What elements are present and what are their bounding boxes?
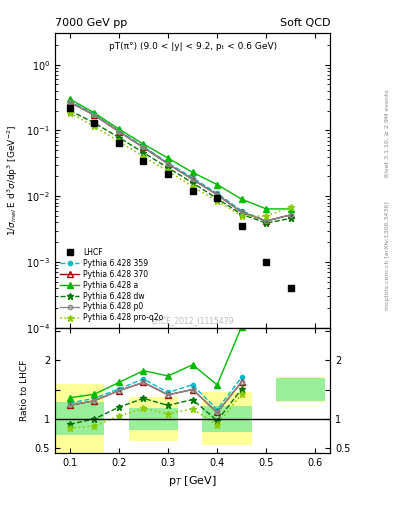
Pythia 6.428 370 bbox=[288, 212, 293, 218]
Pythia 6.428 370 bbox=[141, 144, 146, 151]
Text: Rivet 3.1.10, ≥ 2.9M events: Rivet 3.1.10, ≥ 2.9M events bbox=[385, 89, 390, 177]
Pythia 6.428 359 bbox=[92, 111, 97, 117]
LHCF bbox=[116, 140, 121, 146]
Pythia 6.428 pro-q2o bbox=[92, 123, 97, 130]
Text: Soft QCD: Soft QCD bbox=[280, 18, 330, 28]
Pythia 6.428 dw bbox=[215, 196, 219, 202]
Pythia 6.428 370 bbox=[116, 129, 121, 135]
Pythia 6.428 pro-q2o bbox=[239, 213, 244, 219]
X-axis label: p$_{T}$ [GeV]: p$_{T}$ [GeV] bbox=[168, 474, 217, 487]
Text: 7000 GeV pp: 7000 GeV pp bbox=[55, 18, 127, 28]
Pythia 6.428 359 bbox=[68, 98, 72, 104]
Pythia 6.428 370 bbox=[92, 112, 97, 118]
LHCF bbox=[190, 188, 195, 194]
Pythia 6.428 359 bbox=[288, 212, 293, 218]
Pythia 6.428 p0 bbox=[288, 212, 293, 218]
Pythia 6.428 a bbox=[141, 141, 146, 147]
Pythia 6.428 a bbox=[92, 110, 97, 116]
Line: Pythia 6.428 359: Pythia 6.428 359 bbox=[68, 99, 293, 223]
Pythia 6.428 a bbox=[190, 169, 195, 176]
Pythia 6.428 p0 bbox=[190, 176, 195, 182]
Pythia 6.428 a bbox=[116, 126, 121, 132]
LHCF bbox=[166, 170, 171, 177]
Pythia 6.428 p0 bbox=[215, 191, 219, 198]
Pythia 6.428 pro-q2o bbox=[264, 213, 269, 219]
Pythia 6.428 p0 bbox=[68, 99, 72, 105]
LHCF bbox=[92, 120, 97, 126]
Pythia 6.428 370 bbox=[68, 99, 72, 105]
Line: Pythia 6.428 dw: Pythia 6.428 dw bbox=[66, 107, 294, 226]
Pythia 6.428 p0 bbox=[264, 218, 269, 224]
Pythia 6.428 p0 bbox=[239, 209, 244, 215]
Pythia 6.428 dw bbox=[190, 180, 195, 186]
Y-axis label: Ratio to LHCF: Ratio to LHCF bbox=[20, 360, 29, 421]
Pythia 6.428 370 bbox=[166, 161, 171, 167]
Pythia 6.428 370 bbox=[190, 176, 195, 182]
Text: pT(π°) (9.0 < |y| < 9.2, pₜ < 0.6 GeV): pT(π°) (9.0 < |y| < 9.2, pₜ < 0.6 GeV) bbox=[108, 42, 277, 51]
Pythia 6.428 dw bbox=[92, 120, 97, 126]
Pythia 6.428 dw bbox=[141, 150, 146, 156]
Pythia 6.428 dw bbox=[116, 135, 121, 141]
Pythia 6.428 p0 bbox=[141, 144, 146, 151]
Line: Pythia 6.428 a: Pythia 6.428 a bbox=[67, 96, 294, 211]
Pythia 6.428 pro-q2o bbox=[116, 138, 121, 144]
LHCF bbox=[239, 223, 244, 229]
Pythia 6.428 pro-q2o bbox=[288, 204, 293, 210]
Pythia 6.428 a bbox=[239, 196, 244, 202]
Text: mcplots.cern.ch [arXiv:1306.3436]: mcplots.cern.ch [arXiv:1306.3436] bbox=[385, 202, 390, 310]
LHCF bbox=[288, 285, 293, 291]
Pythia 6.428 p0 bbox=[116, 129, 121, 135]
Pythia 6.428 p0 bbox=[166, 161, 171, 167]
Pythia 6.428 pro-q2o bbox=[215, 198, 219, 204]
Pythia 6.428 a bbox=[166, 155, 171, 161]
Pythia 6.428 pro-q2o bbox=[68, 110, 72, 116]
Y-axis label: $1/\sigma_{inel}$ E d$^3\sigma$/dp$^3$ [GeV$^{-2}$]: $1/\sigma_{inel}$ E d$^3\sigma$/dp$^3$ [… bbox=[6, 125, 20, 236]
Pythia 6.428 359 bbox=[116, 128, 121, 134]
Pythia 6.428 pro-q2o bbox=[166, 168, 171, 174]
Line: Pythia 6.428 pro-q2o: Pythia 6.428 pro-q2o bbox=[66, 110, 294, 220]
Pythia 6.428 359 bbox=[215, 190, 219, 197]
Line: LHCF: LHCF bbox=[67, 105, 294, 291]
Legend: LHCF, Pythia 6.428 359, Pythia 6.428 370, Pythia 6.428 a, Pythia 6.428 dw, Pythi: LHCF, Pythia 6.428 359, Pythia 6.428 370… bbox=[59, 246, 165, 324]
Pythia 6.428 dw bbox=[239, 211, 244, 218]
LHCF bbox=[141, 158, 146, 164]
Pythia 6.428 a bbox=[264, 206, 269, 212]
Pythia 6.428 359 bbox=[239, 208, 244, 214]
Pythia 6.428 359 bbox=[166, 160, 171, 166]
Pythia 6.428 359 bbox=[141, 143, 146, 150]
Pythia 6.428 370 bbox=[215, 191, 219, 198]
Pythia 6.428 p0 bbox=[92, 112, 97, 118]
Pythia 6.428 a bbox=[288, 206, 293, 212]
Line: Pythia 6.428 p0: Pythia 6.428 p0 bbox=[68, 100, 293, 223]
LHCF bbox=[68, 105, 72, 111]
Pythia 6.428 pro-q2o bbox=[190, 183, 195, 189]
Pythia 6.428 a bbox=[68, 96, 72, 102]
Pythia 6.428 dw bbox=[264, 220, 269, 226]
LHCF bbox=[264, 259, 269, 265]
Pythia 6.428 359 bbox=[264, 218, 269, 224]
Pythia 6.428 dw bbox=[288, 215, 293, 221]
Pythia 6.428 370 bbox=[239, 209, 244, 215]
Pythia 6.428 pro-q2o bbox=[141, 154, 146, 160]
LHCF bbox=[215, 195, 219, 201]
Pythia 6.428 359 bbox=[190, 175, 195, 181]
Pythia 6.428 370 bbox=[264, 218, 269, 224]
Line: Pythia 6.428 370: Pythia 6.428 370 bbox=[67, 99, 294, 224]
Pythia 6.428 a bbox=[215, 182, 219, 188]
Pythia 6.428 dw bbox=[166, 165, 171, 171]
Text: LHCF_2012_I1115479: LHCF_2012_I1115479 bbox=[151, 316, 234, 325]
Pythia 6.428 dw bbox=[68, 108, 72, 114]
